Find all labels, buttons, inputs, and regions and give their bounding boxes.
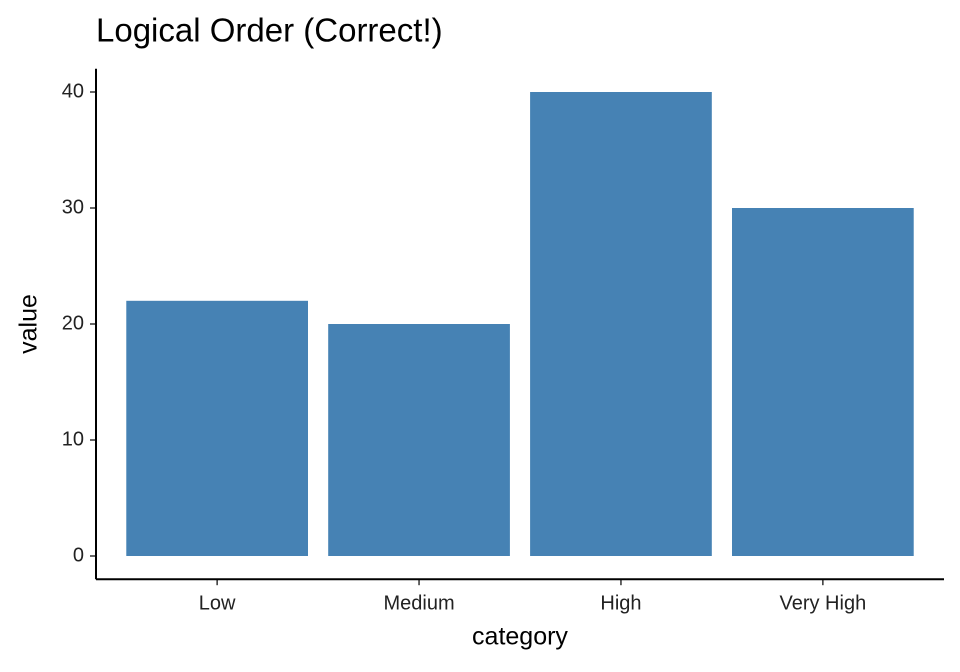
chart-title: Logical Order (Correct!) — [96, 12, 443, 49]
x-tick-label: Medium — [383, 592, 454, 614]
y-axis-title: value — [15, 294, 43, 354]
x-tick-label: Very High — [779, 592, 866, 614]
bar — [732, 208, 914, 556]
x-axis-title: category — [472, 623, 568, 651]
y-tick-label: 30 — [62, 196, 84, 218]
y-tick-label: 20 — [62, 312, 84, 334]
x-tick-label: High — [600, 592, 641, 614]
x-tick-label: Low — [199, 592, 236, 614]
y-tick-label: 40 — [62, 80, 84, 102]
bar — [530, 92, 712, 556]
y-tick-label: 10 — [62, 428, 84, 450]
y-tick-label: 0 — [73, 544, 84, 566]
bar — [328, 324, 510, 556]
bar — [126, 300, 309, 556]
